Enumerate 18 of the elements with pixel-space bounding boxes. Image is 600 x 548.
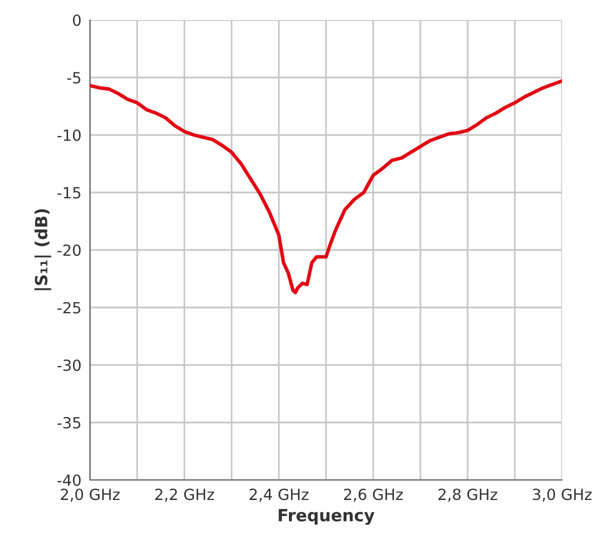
y-tick-label: -35	[57, 416, 80, 429]
line-series	[90, 79, 562, 294]
x-tick-label: 2,2 GHz	[155, 488, 214, 502]
y-tick-label: -5	[67, 72, 80, 84]
y-tick-label: -10	[57, 129, 81, 142]
y-tick-label: 0	[72, 14, 81, 26]
x-tick-label: 2,6 GHz	[344, 488, 403, 502]
x-tick-label: 2,8 GHz	[438, 488, 498, 502]
y-tick-label: -30	[57, 359, 81, 372]
y-tick-label: -20	[57, 244, 81, 256]
y-axis-title: |S₁₁| (dB)	[34, 209, 52, 290]
y-tick-label: -25	[57, 302, 80, 314]
x-tick-label: 2,4 GHz	[250, 488, 308, 502]
y-tick-label: -40	[57, 474, 81, 486]
x-tick-label: 2,0 GHz	[60, 488, 120, 502]
x-axis-title: Frequency	[278, 509, 374, 525]
x-tick-label: 3,0 GHz	[532, 488, 592, 502]
y-tick-label: -15	[57, 187, 80, 199]
